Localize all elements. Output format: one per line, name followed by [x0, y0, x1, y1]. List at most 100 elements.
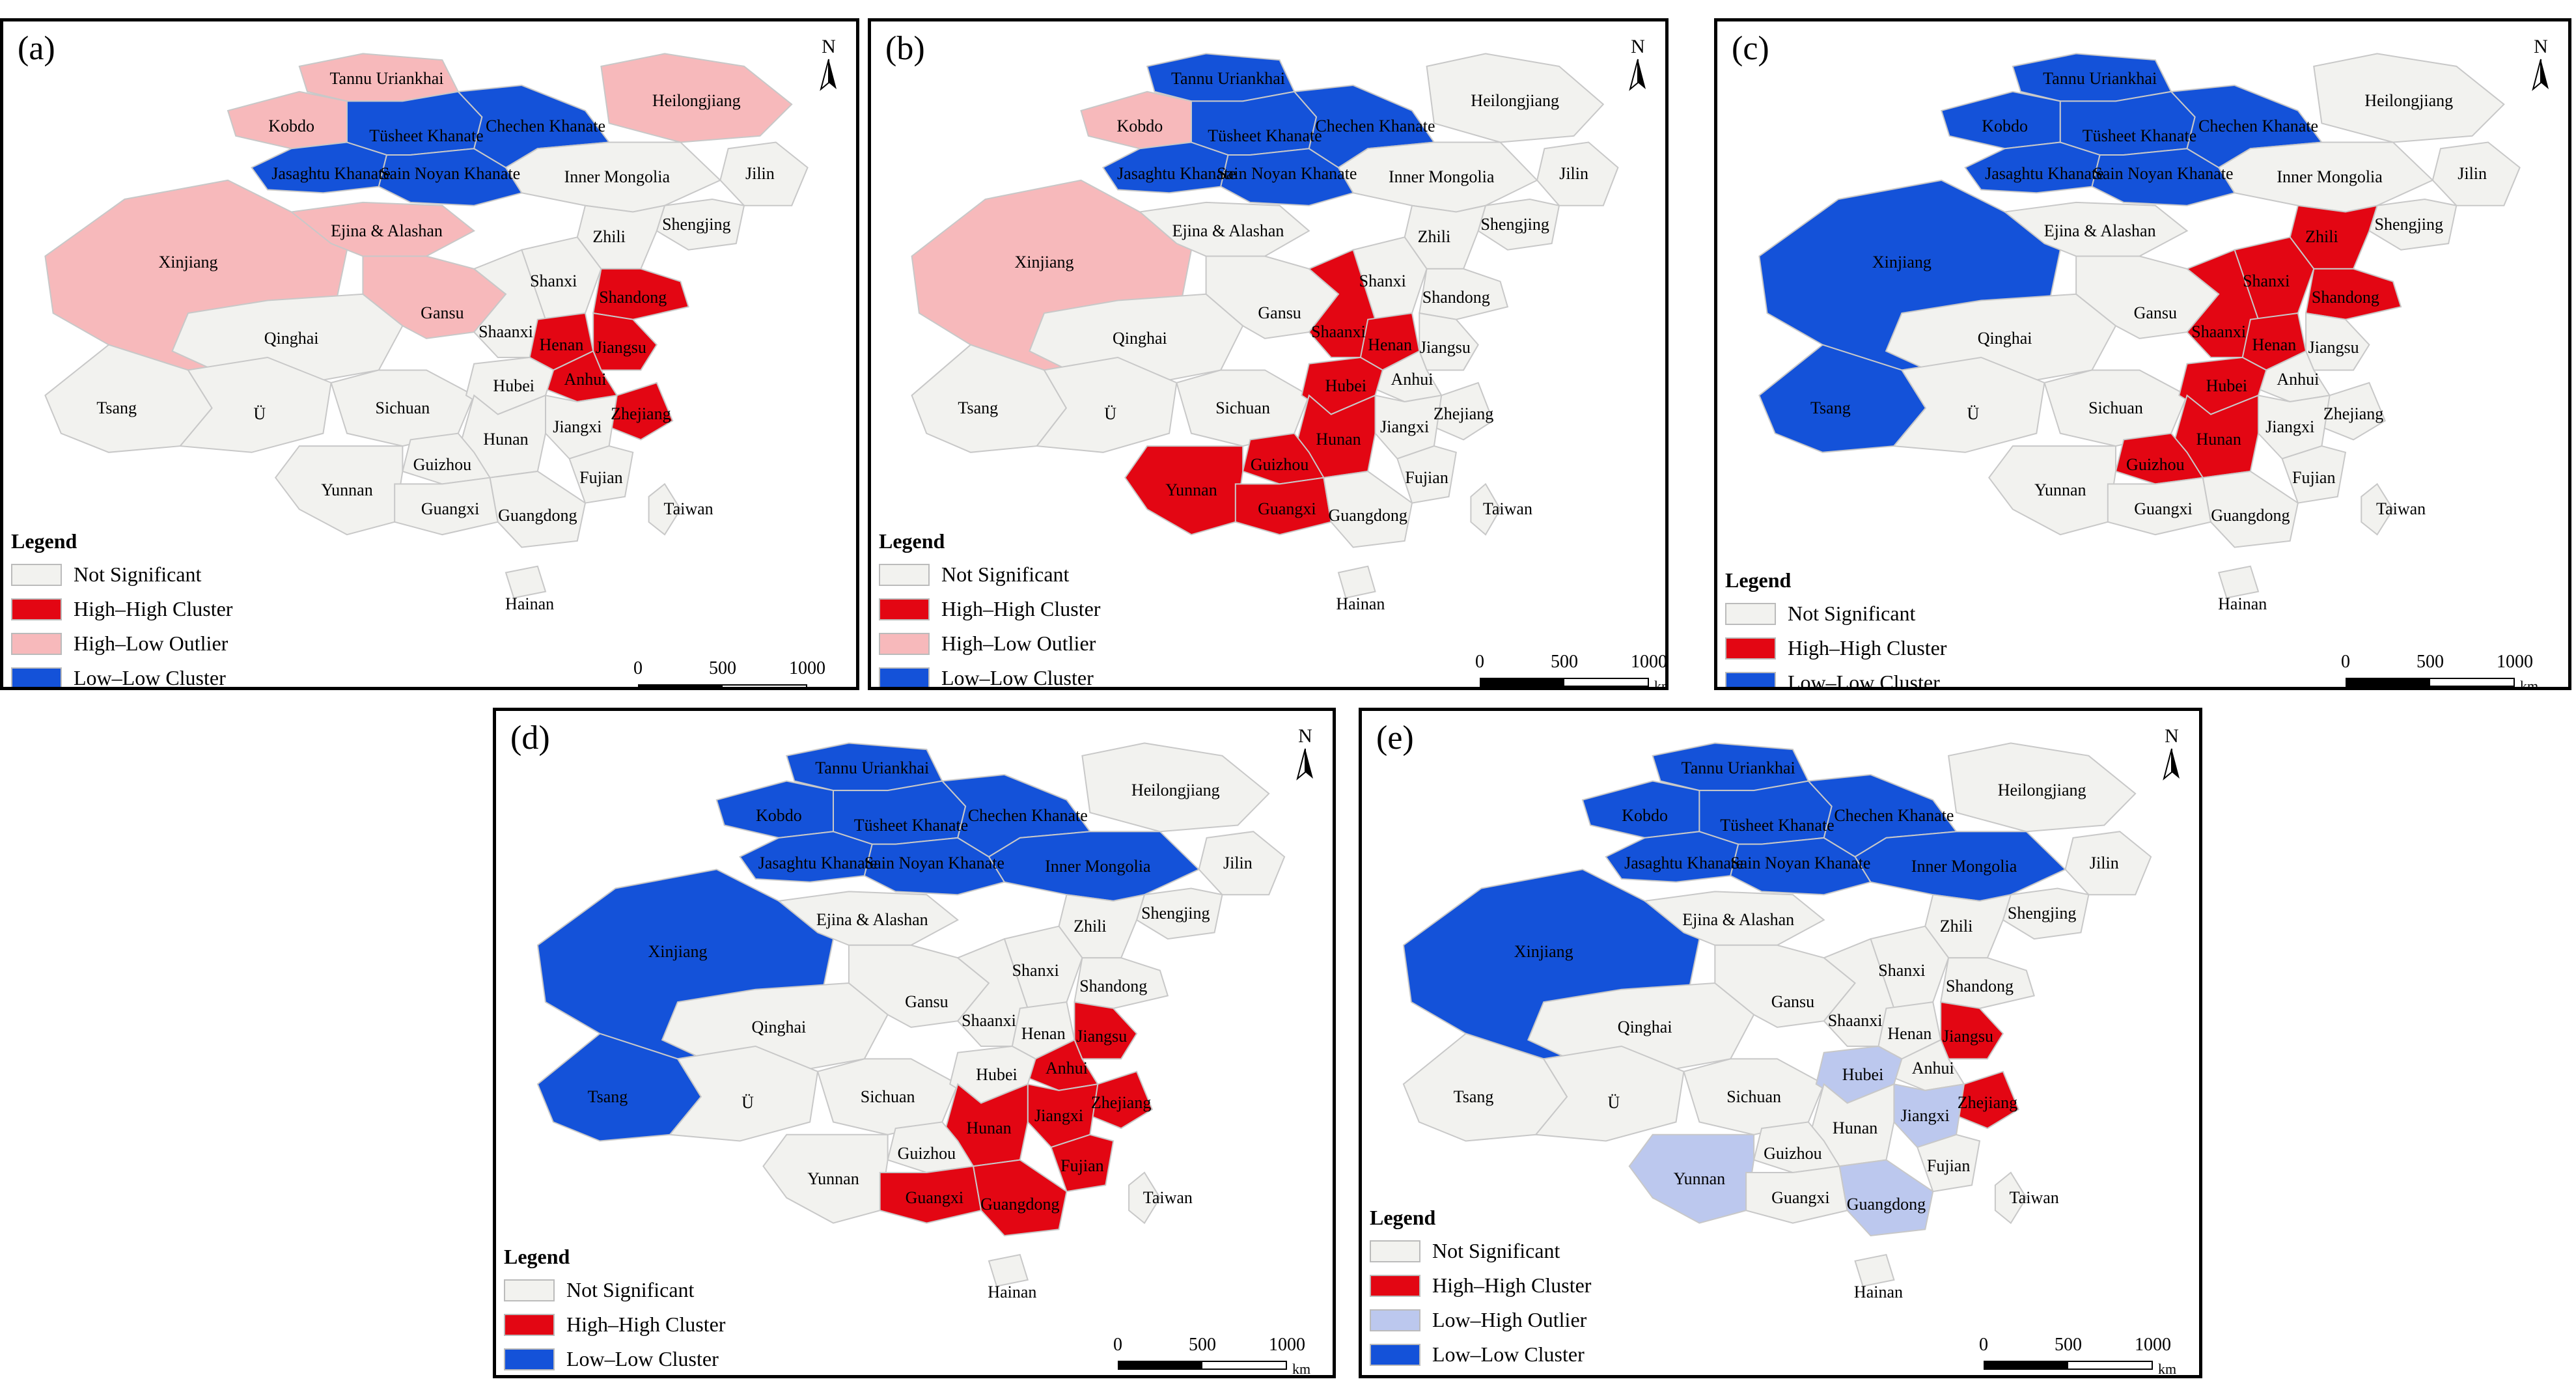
legend-label: Low–Low Cluster [941, 666, 1094, 689]
scale-tick-label: 1000 [789, 658, 825, 678]
region-label: Kobdo [268, 117, 314, 136]
region-taiwan [1470, 482, 1501, 536]
region-label: Sichuan [375, 398, 430, 417]
legend-swatch [11, 632, 62, 655]
region-label: Tsang [1453, 1087, 1494, 1106]
region-label: Qinghai [1977, 328, 2032, 348]
region-label: Sichuan [1726, 1087, 1781, 1106]
region-label: Xinjiang [158, 253, 218, 272]
legend-item: High–High Cluster [504, 1307, 725, 1342]
legend-label: High–High Cluster [74, 597, 233, 620]
region-label: Shanxi [1359, 271, 1406, 291]
region-label: Henan [539, 335, 584, 354]
legend-label: High–High Cluster [1788, 636, 1947, 660]
region-label: Kobdo [1116, 117, 1163, 136]
region-label: Jiangxi [1034, 1105, 1084, 1125]
region-label: Kobdo [1982, 117, 2028, 136]
scale-bar-segment [1119, 1362, 1202, 1369]
panel-label: (e) [1376, 719, 1414, 757]
legend-item: Low–Low Cluster [879, 661, 1100, 689]
region-label: Guizhou [1250, 455, 1309, 475]
region-hainan [2217, 565, 2260, 599]
legend-swatch [879, 598, 930, 620]
region-label: Qinghai [264, 328, 319, 348]
legend-swatch [1370, 1274, 1420, 1297]
region-heilongjiang [2313, 53, 2505, 143]
region-label: Jiangsu [1076, 1027, 1128, 1046]
region-shaanxi [1307, 249, 1376, 358]
region-label: Jilin [745, 164, 775, 184]
legend-swatch [879, 563, 930, 586]
region-hainan [1337, 565, 1376, 599]
region-label: Fujian [1926, 1156, 1971, 1176]
region-label: Tüsheet Khanate [369, 126, 484, 145]
scale-bar: 0 500 1000 km [1113, 1335, 1326, 1375]
region-label: Taiwan [2009, 1188, 2059, 1207]
region-label: Qinghai [1113, 328, 1167, 348]
north-arrow-icon: N [1292, 725, 1318, 784]
region-label: Sain Noyan Khanate [380, 164, 521, 184]
region-label: Anhui [2277, 370, 2320, 389]
region-label: Sichuan [2088, 398, 2143, 417]
region-label: Guizhou [2126, 455, 2185, 475]
region-yunnan [1124, 445, 1244, 536]
region-label: Shengjing [1141, 904, 1210, 923]
scale-bar-graphic [638, 684, 807, 687]
region-label: Yunnan [1673, 1169, 1726, 1188]
region-label: Yunnan [807, 1169, 859, 1188]
region-heilongjiang [1081, 742, 1270, 833]
region-label: Jasaghtu Khanate [758, 853, 878, 872]
scale-tick-label: 1000 [1269, 1335, 1305, 1355]
scale-tick-label: 0 [633, 658, 643, 678]
region-label: Fujian [579, 467, 623, 487]
map-panel-c: Tannu Uriankhai Kobdo Jasaghtu Khanate Tüsh… [1714, 18, 2571, 690]
region-label: Heilongjiang [652, 91, 741, 111]
region-label: Tannu Uriankhai [1681, 758, 1795, 778]
region-yunnan [762, 1133, 889, 1224]
region-fujian [568, 445, 634, 504]
legend: Legend Not Significant High–High Cluster Hi… [11, 529, 233, 687]
scale-unit: km [1654, 678, 1665, 690]
region-label: Xinjiang [1514, 941, 1573, 961]
region-label: Sain Noyan Khanate [864, 853, 1004, 872]
legend-label: High–Low Outlier [941, 632, 1096, 655]
north-arrow-icon: N [2159, 725, 2185, 784]
region-label: Anhui [564, 370, 607, 389]
scale-bar-graphic [2346, 678, 2515, 687]
region-label: Yunnan [321, 480, 373, 500]
region-label: Chechen Khanate [485, 117, 606, 136]
scale-bar-segment [1481, 679, 1564, 686]
region-label: Shanxi [2243, 271, 2290, 291]
region-label: Fujian [2292, 467, 2336, 487]
province-map [44, 53, 809, 599]
region-fujian [1050, 1133, 1115, 1193]
scale-unit: km [2158, 1361, 2177, 1377]
region-label: Guizhou [897, 1143, 956, 1163]
region-label: Guangdong [980, 1194, 1060, 1214]
region-label: Shaanxi [2191, 322, 2247, 342]
region-label: Jiangxi [2265, 417, 2315, 436]
region-label: Tüsheet Khanate [853, 815, 969, 835]
region-label: Tüsheet Khanate [1720, 815, 1835, 835]
panel-label: (d) [510, 719, 550, 757]
legend-item: Low–Low Cluster [1725, 665, 1946, 687]
region-guangdong [489, 470, 587, 548]
region-label: Jilin [2089, 853, 2119, 872]
region-- [178, 356, 332, 453]
region-label: Jiangxi [1900, 1105, 1950, 1125]
region-- [669, 1045, 819, 1142]
region-label: Henan [1368, 335, 1413, 354]
scale-tick-label: 500 [1551, 652, 1578, 672]
region-label: Yunnan [2034, 480, 2086, 500]
region-label: Shengjing [1480, 214, 1549, 234]
scale-tick-label: 0 [2341, 652, 2350, 672]
region-label: Guangxi [421, 499, 480, 519]
region-hainan [988, 1253, 1029, 1287]
region-label: Jilin [2458, 164, 2487, 184]
region-fujian [1916, 1133, 1981, 1193]
region-label: Shanxi [530, 271, 577, 291]
region-label: Inner Mongolia [2277, 167, 2383, 186]
region-sichuan [1176, 369, 1310, 447]
legend: Legend Not Significant High–High Cluster Lo… [1370, 1206, 1591, 1372]
legend: Legend Not Significant High–High Cluster Hi… [879, 529, 1100, 689]
